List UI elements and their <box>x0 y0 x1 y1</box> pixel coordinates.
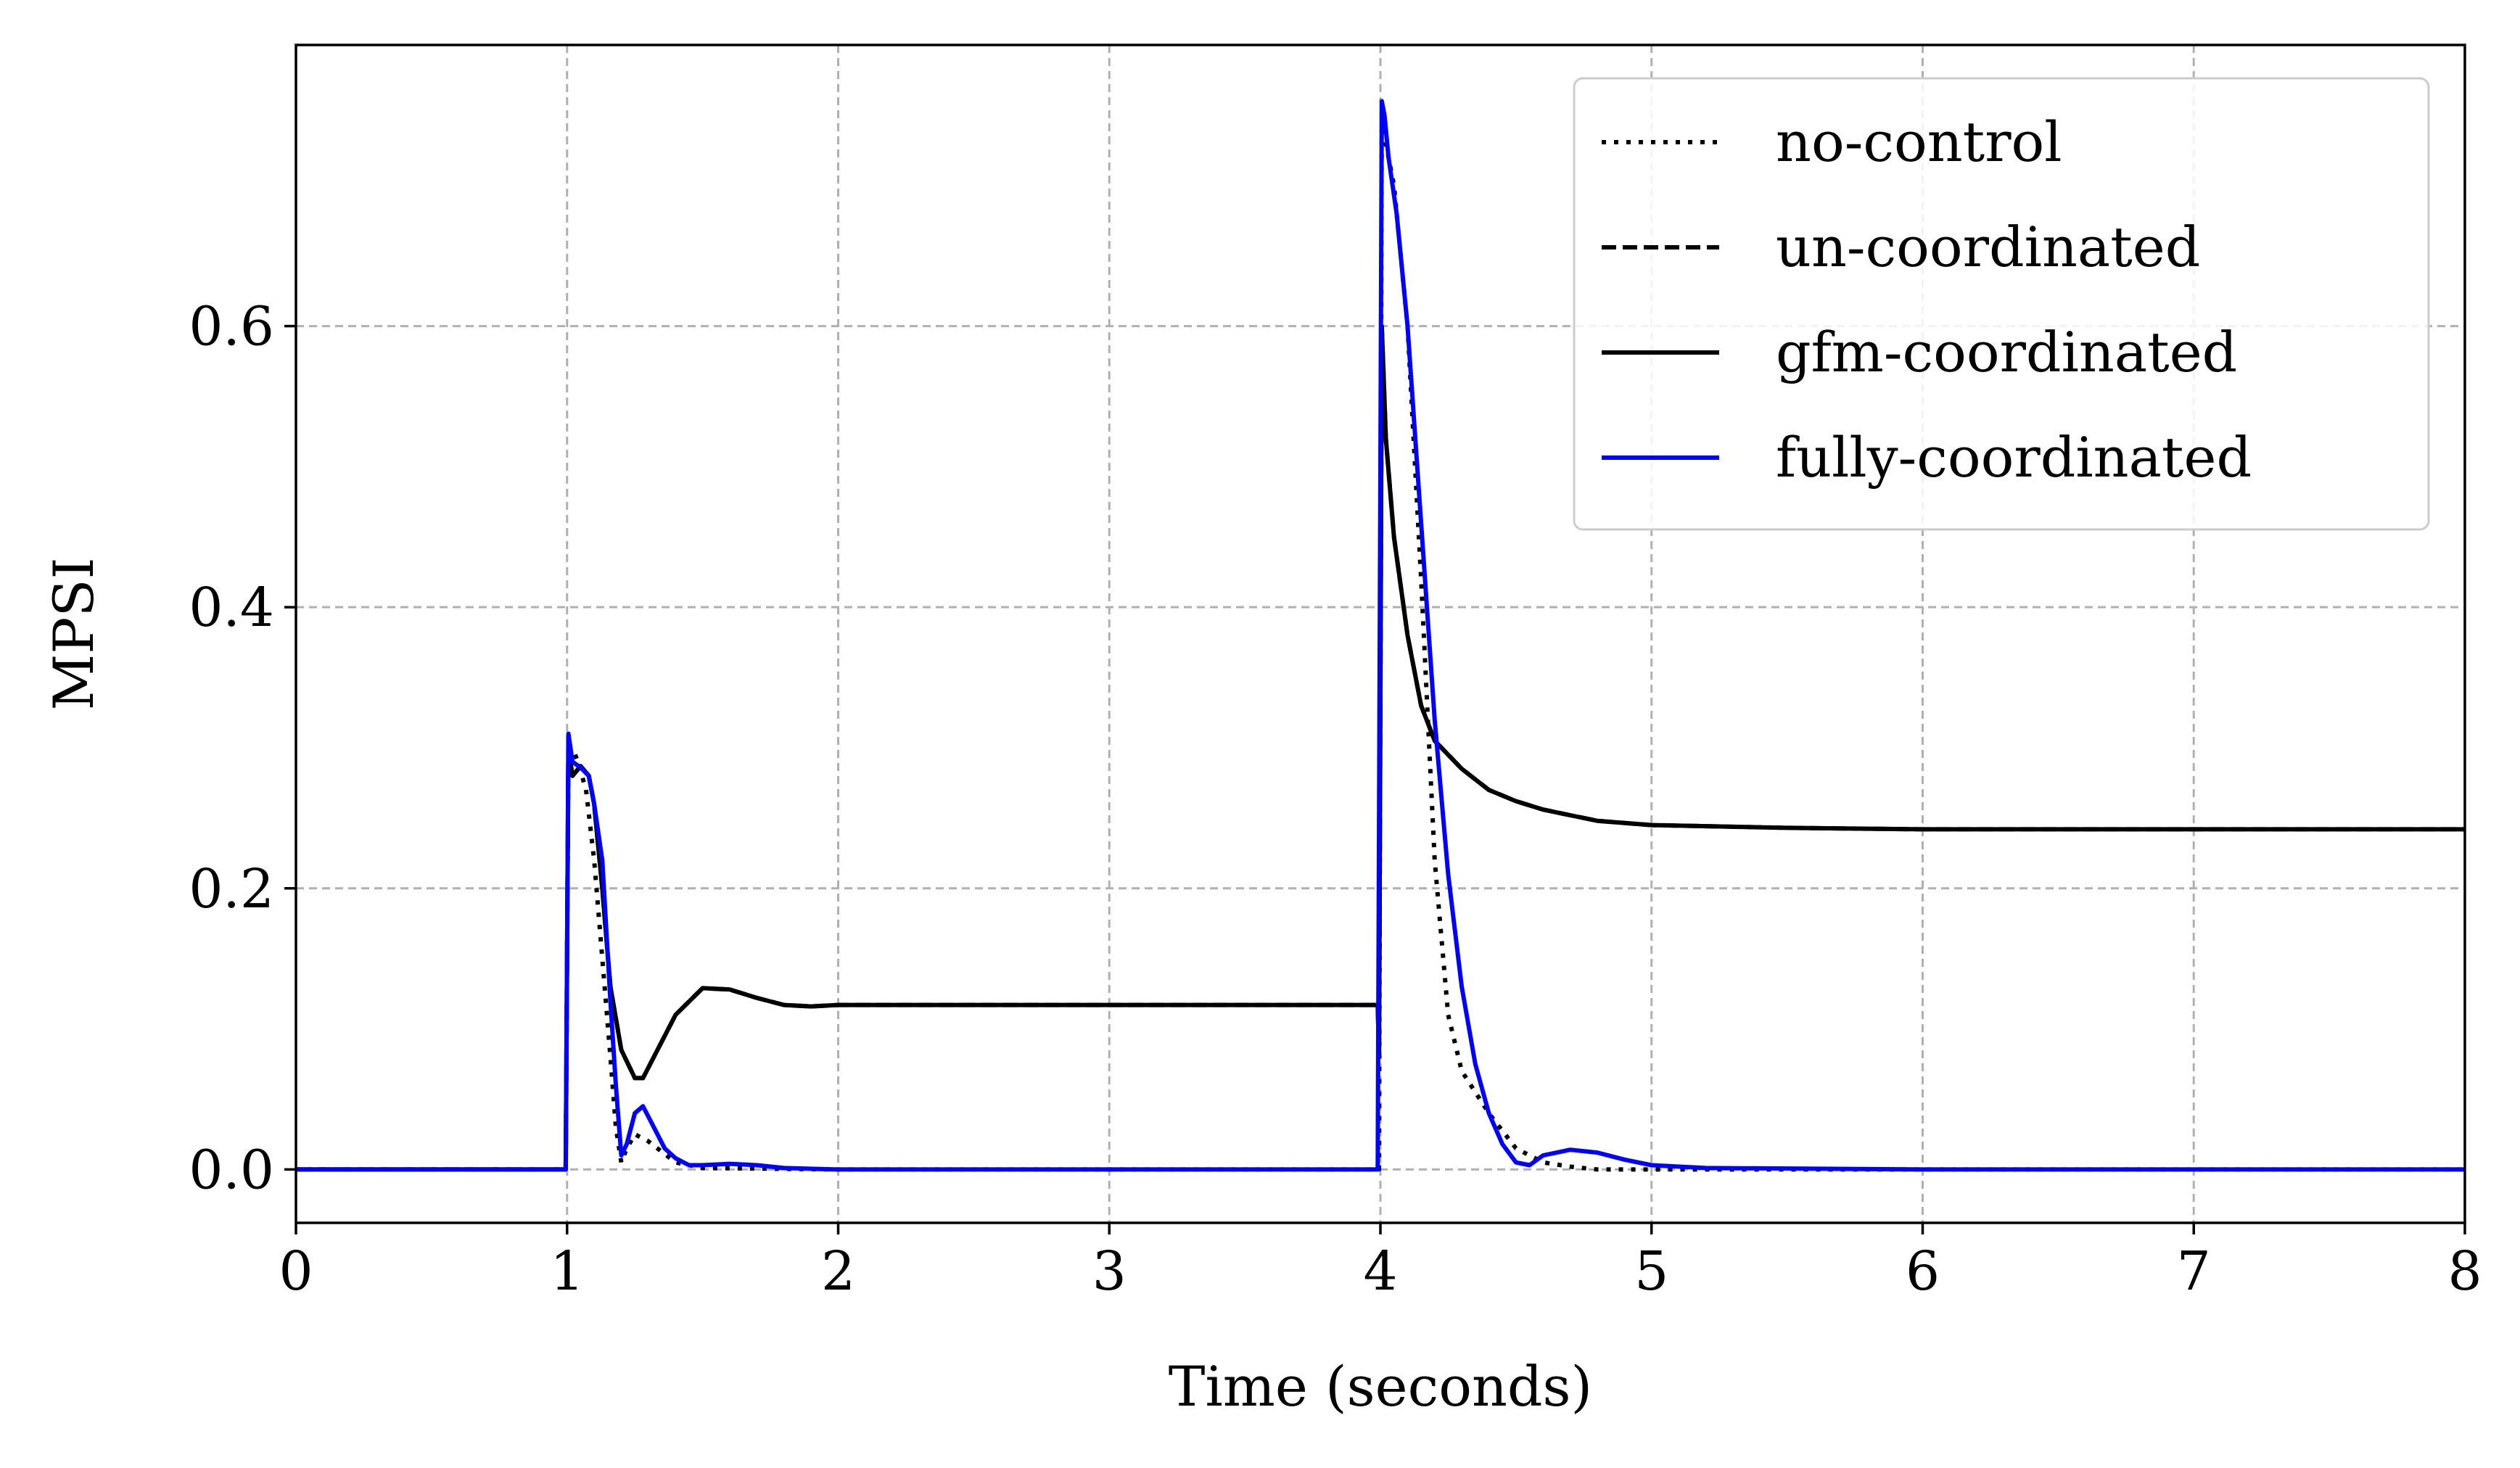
legend-label: fully-coordinated <box>1776 425 2252 490</box>
axis-ticks: 0 1 2 3 4 5 6 7 8 0.0 0.2 0.4 0.6 <box>189 296 2482 1303</box>
legend-box <box>1573 77 2430 531</box>
y-tick-label: 0.4 <box>189 577 274 639</box>
x-tick-label: 2 <box>821 1240 855 1303</box>
series-line-fully-coordinated <box>296 99 2465 1172</box>
series-lines <box>296 99 2465 1172</box>
y-tick-label: 0.6 <box>189 296 274 358</box>
y-tick-label: 0.2 <box>189 858 274 920</box>
y-tick-label: 0.0 <box>189 1139 274 1201</box>
legend-label: un-coordinated <box>1776 215 2200 279</box>
x-tick-label: 7 <box>2177 1240 2211 1303</box>
x-tick-label: 8 <box>2447 1240 2482 1303</box>
x-tick-label: 4 <box>1363 1240 1397 1303</box>
y-axis-label: MPSI <box>41 557 106 710</box>
legend: no-control un-coordinated gfm-coordinated f… <box>1573 77 2430 531</box>
x-axis-label: Time (seconds) <box>1169 1354 1592 1419</box>
legend-label: gfm-coordinated <box>1776 320 2237 384</box>
x-tick-label: 0 <box>279 1240 313 1303</box>
x-tick-label: 6 <box>1906 1240 1940 1303</box>
legend-label: no-control <box>1776 110 2062 174</box>
x-tick-label: 1 <box>550 1240 584 1303</box>
x-tick-label: 5 <box>1634 1240 1668 1303</box>
x-tick-label: 3 <box>1092 1240 1127 1303</box>
